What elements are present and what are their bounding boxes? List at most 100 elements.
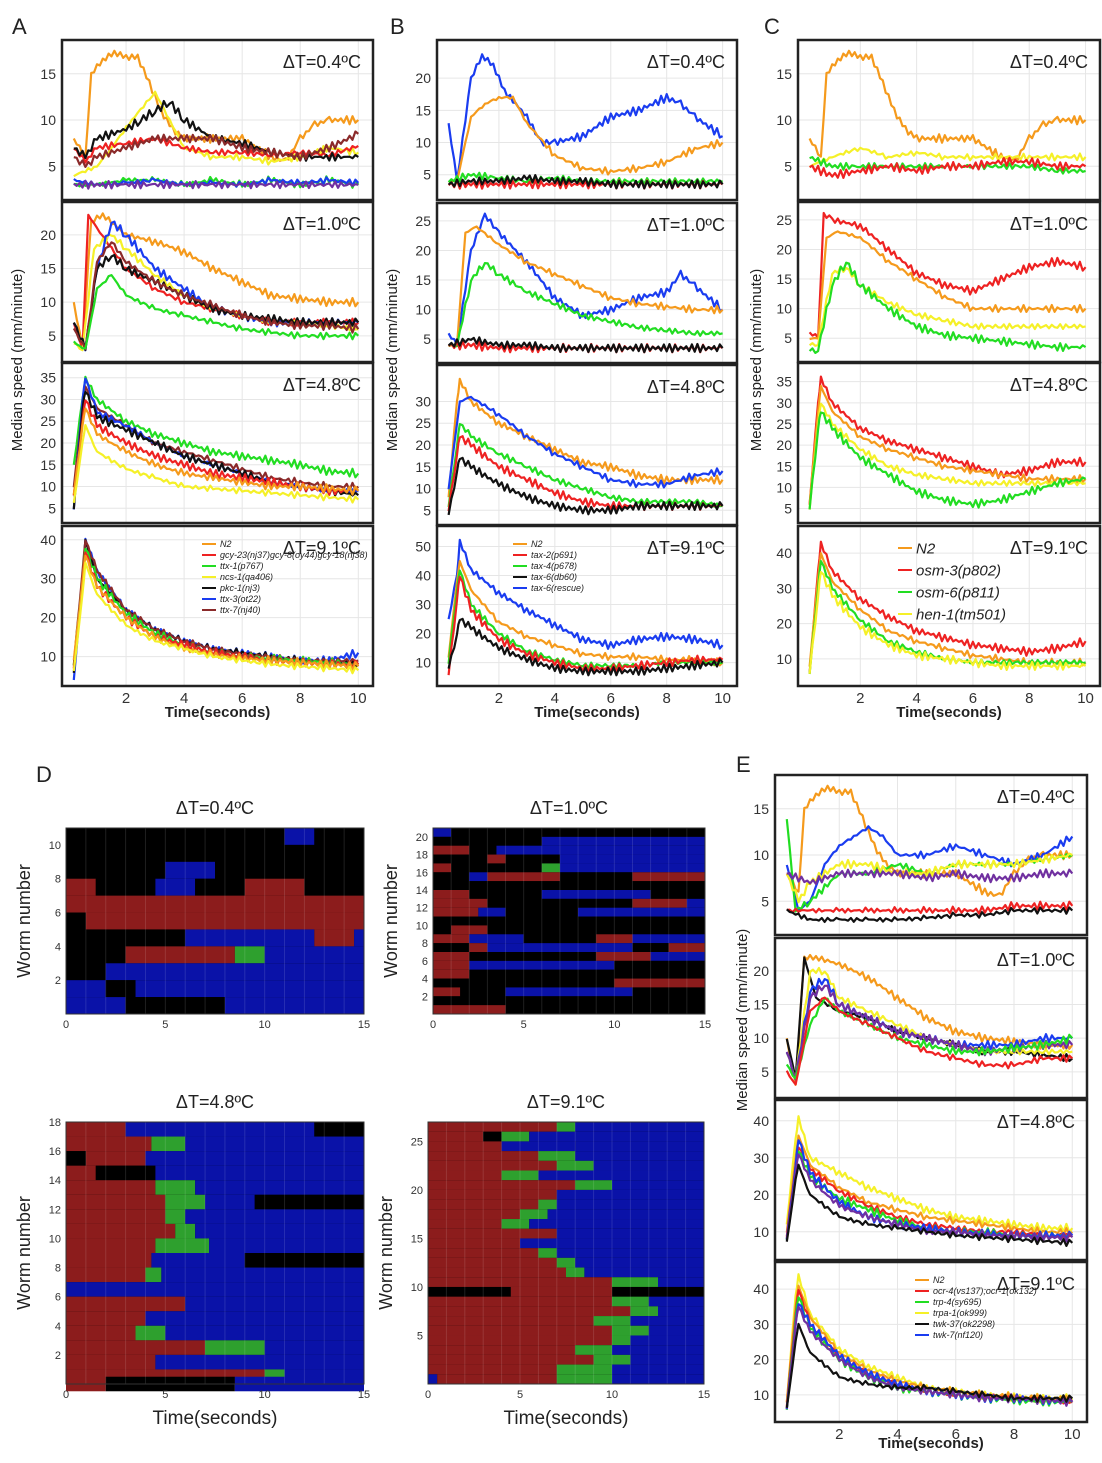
- raster-segment-red: [428, 1335, 612, 1346]
- raster-segment-blue: [547, 1209, 704, 1220]
- subplot-title: ΔT=4.8ºC: [283, 375, 361, 395]
- raster-segment-red: [314, 929, 355, 947]
- raster-segment-black: [314, 828, 364, 845]
- y-tick-label: 10: [49, 840, 61, 852]
- subplot-title: ΔT=9.1ºC: [527, 1092, 605, 1112]
- raster-segment-blue: [575, 1141, 704, 1152]
- raster-segment-red: [66, 1311, 146, 1326]
- raster-segment-blue: [575, 1151, 704, 1161]
- x-tick-label: 2: [122, 690, 130, 707]
- raster-segment-red: [668, 943, 705, 952]
- raster-segment-blue: [575, 1257, 704, 1268]
- subplot-title: ΔT=0.4ºC: [647, 52, 725, 72]
- raster-segment-red: [428, 1170, 502, 1181]
- y-tick-label: 50: [415, 539, 431, 555]
- raster-segment-blue: [185, 1136, 364, 1152]
- raster-segment-blue: [66, 1282, 364, 1297]
- raster-segment-green: [155, 1238, 210, 1253]
- raster-segment-red: [632, 872, 705, 882]
- legend-entry: N2: [916, 540, 936, 557]
- series-line-orange: [72, 407, 360, 496]
- raster-segment-red: [428, 1189, 557, 1200]
- y-tick-label: 20: [40, 227, 56, 243]
- legend-entry: tax-4(p678): [531, 561, 577, 571]
- raster-segment-red: [428, 1209, 520, 1220]
- panel-label-a: A: [12, 14, 27, 39]
- raster-segment-red: [433, 952, 470, 961]
- y-tick-label: 15: [40, 457, 56, 473]
- raster-segment-black: [632, 987, 705, 997]
- raster-segment-red: [66, 1136, 152, 1152]
- legend-entry: ttx-1(p767): [220, 561, 264, 571]
- panel-label-b: B: [390, 14, 405, 39]
- raster-segment-black: [105, 980, 136, 998]
- raster-segment-green: [612, 1325, 649, 1336]
- legend-entry: N2: [220, 539, 232, 549]
- raster-segment-black: [469, 969, 705, 979]
- x-tick-label: 2: [495, 690, 503, 707]
- legend-entry: tax-2(p691): [531, 550, 577, 560]
- raster-segment-black: [66, 861, 166, 879]
- y-tick-label: 5: [48, 158, 56, 174]
- y-tick-label: 15: [415, 459, 431, 475]
- series-line-green: [72, 274, 360, 350]
- raster-segment-blue: [205, 1194, 255, 1210]
- raster-segment-red: [614, 978, 705, 988]
- raster-segment-red: [428, 1248, 539, 1258]
- raster-segment-blue: [578, 907, 705, 917]
- raster-segment-green: [556, 1374, 612, 1384]
- raster-segment-red: [428, 1151, 539, 1161]
- x-tick-label: 5: [162, 1019, 168, 1031]
- raster-segment-blue: [612, 1364, 704, 1375]
- y-tick-label: 40: [753, 1281, 769, 1297]
- y-tick-label: 10: [40, 649, 56, 665]
- raster-segment-black: [487, 925, 705, 935]
- raster-segment-black: [66, 1151, 86, 1166]
- raster-segment-blue: [501, 1141, 576, 1152]
- raster-segment-blue: [155, 1354, 265, 1370]
- raster-segment-blue: [195, 1180, 364, 1195]
- y-tick-label: 30: [415, 393, 431, 409]
- raster-segment-red: [433, 907, 479, 917]
- y-tick-label: 10: [753, 1224, 769, 1240]
- raster-segment-red: [433, 845, 470, 855]
- raster-segment-black: [469, 978, 615, 988]
- raster-segment-green: [205, 1340, 265, 1355]
- raster-segment-green: [612, 1277, 658, 1287]
- y-axis-label: Median speed (mm/minute): [384, 269, 401, 452]
- raster-segment-black: [505, 854, 560, 864]
- legend-entry: N2: [531, 539, 543, 549]
- subplot-title: ΔT=0.4ºC: [1010, 52, 1088, 72]
- raster-segment-black: [95, 1165, 156, 1181]
- subplot-frame: [435, 201, 739, 365]
- subplot-title: ΔT=4.8ºC: [647, 377, 725, 397]
- x-axis-label: Time(seconds): [534, 704, 640, 721]
- raster-segment-blue: [284, 828, 315, 845]
- series-line-orange: [448, 225, 724, 347]
- raster-segment-blue: [559, 854, 705, 864]
- raster-segment-blue: [433, 828, 452, 837]
- y-tick-label: 10: [40, 294, 56, 310]
- raster-segment-blue: [630, 1354, 704, 1365]
- raster-segment-blue: [648, 1296, 704, 1307]
- raster-segment-green: [593, 1354, 631, 1365]
- y-tick-label: 40: [415, 568, 431, 584]
- x-tick-label: 0: [425, 1389, 431, 1401]
- raster-segment-green: [556, 1364, 612, 1375]
- x-tick-label: 15: [698, 1389, 710, 1401]
- subplot-title: ΔT=9.1ºC: [997, 1274, 1075, 1294]
- y-tick-label: 10: [415, 655, 431, 671]
- raster-segment-red: [433, 987, 461, 997]
- subplot-title: ΔT=4.8ºC: [176, 1092, 254, 1112]
- raster-segment-black: [460, 987, 506, 997]
- raster-segment-blue: [478, 907, 506, 917]
- y-tick-label: 20: [415, 626, 431, 642]
- raster-segment-black: [650, 890, 705, 899]
- raster-frame: [65, 827, 365, 1015]
- raster-segment-red: [433, 969, 470, 979]
- raster-segment-blue: [145, 1311, 364, 1326]
- raster-segment-green: [556, 1257, 576, 1268]
- series-line-green: [72, 375, 360, 479]
- raster-segment-blue: [469, 960, 615, 970]
- y-axis-label: Median speed (mm/minute): [748, 269, 765, 452]
